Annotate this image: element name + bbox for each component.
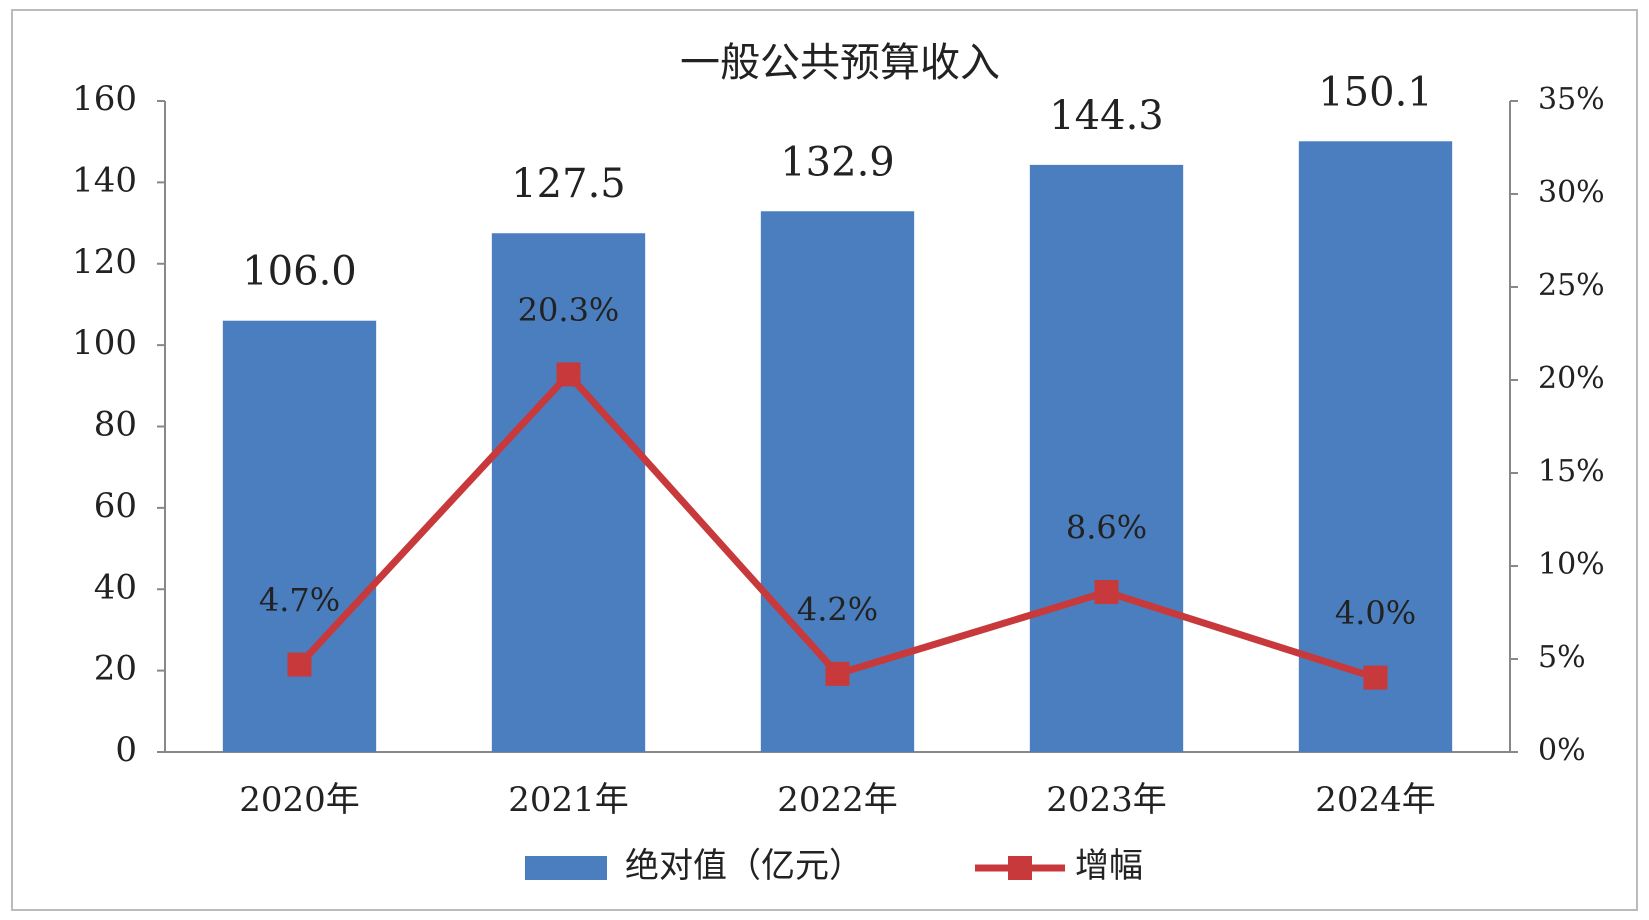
y-tick-label: 0 bbox=[115, 730, 137, 770]
line-value-label: 8.6% bbox=[1066, 509, 1147, 547]
y2-tick-label: 20% bbox=[1538, 361, 1605, 396]
bar bbox=[222, 320, 377, 752]
bar bbox=[1029, 164, 1184, 752]
bar-value-label: 132.9 bbox=[780, 139, 895, 185]
line-marker bbox=[1363, 665, 1388, 690]
line-value-label: 4.7% bbox=[259, 581, 340, 619]
legend-swatch bbox=[525, 856, 607, 880]
legend-swatch-marker bbox=[1008, 856, 1032, 880]
line-marker bbox=[556, 362, 581, 387]
legend-label: 绝对值（亿元） bbox=[625, 846, 863, 886]
y2-tick-label: 10% bbox=[1538, 547, 1605, 582]
x-tick-label: 2022年 bbox=[777, 780, 898, 820]
line-value-label: 4.2% bbox=[797, 590, 878, 628]
bar-value-label: 150.1 bbox=[1318, 69, 1433, 115]
x-tick-label: 2021年 bbox=[508, 780, 629, 820]
line-value-label: 4.0% bbox=[1335, 594, 1416, 632]
line-marker bbox=[1094, 580, 1119, 605]
y-tick-label: 100 bbox=[72, 323, 137, 363]
x-tick-label: 2023年 bbox=[1046, 780, 1167, 820]
bar bbox=[1298, 141, 1453, 752]
y-tick-label: 80 bbox=[94, 405, 137, 445]
legend-label: 增幅 bbox=[1075, 846, 1143, 886]
y-tick-label: 120 bbox=[72, 242, 137, 282]
y2-tick-label: 0% bbox=[1538, 733, 1586, 768]
bar-value-label: 127.5 bbox=[511, 161, 626, 207]
line-value-label: 20.3% bbox=[518, 291, 620, 329]
y-tick-label: 140 bbox=[72, 160, 137, 200]
y2-tick-label: 15% bbox=[1538, 454, 1605, 489]
y2-tick-label: 35% bbox=[1538, 82, 1605, 117]
chart-title: 一般公共预算收入 bbox=[680, 40, 1000, 86]
y2-tick-label: 25% bbox=[1538, 268, 1605, 303]
bar bbox=[491, 233, 646, 752]
bar-value-label: 144.3 bbox=[1049, 93, 1164, 139]
y-tick-label: 40 bbox=[94, 567, 137, 607]
y-tick-label: 20 bbox=[94, 649, 137, 689]
y2-tick-label: 30% bbox=[1538, 175, 1605, 210]
line-marker bbox=[825, 661, 850, 686]
line-marker bbox=[287, 652, 312, 677]
y-tick-label: 60 bbox=[94, 486, 137, 526]
x-tick-label: 2024年 bbox=[1315, 780, 1436, 820]
y2-tick-label: 5% bbox=[1538, 640, 1586, 675]
bar-value-label: 106.0 bbox=[242, 249, 357, 295]
y-tick-label: 160 bbox=[72, 79, 137, 119]
x-tick-label: 2020年 bbox=[239, 780, 360, 820]
